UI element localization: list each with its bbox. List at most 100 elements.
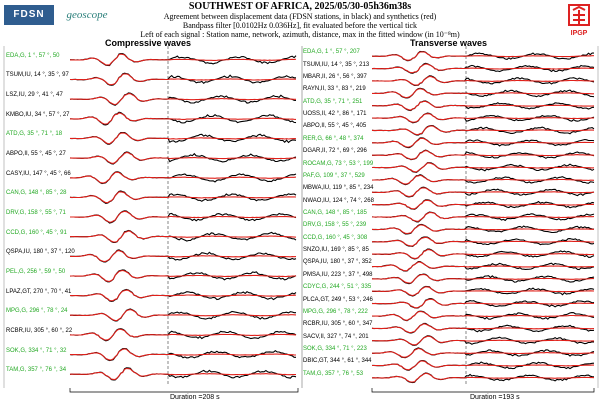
ipgp-emblem-icon xyxy=(568,4,590,26)
synthetic-trace xyxy=(70,132,297,145)
station-label: TAM,G, 357 °, 76 °, 53 xyxy=(303,370,364,377)
station-label: MBWA,IU, 119 °, 85 °, 234 xyxy=(303,185,374,192)
data-trace xyxy=(372,137,595,149)
station-label: SACV,II, 327 °, 74 °, 201 xyxy=(303,333,369,340)
synthetic-trace xyxy=(70,309,297,322)
station-label: KMBO,IU, 34 °, 57 °, 27 xyxy=(6,111,70,118)
station-label: DRV,G, 158 °, 55 °, 71 xyxy=(6,210,66,216)
station-label: LSZ,IU, 29 °, 41 °, 47 xyxy=(6,92,63,99)
geoscope-logo: geoscope xyxy=(66,9,108,21)
synthetic-trace xyxy=(372,199,595,210)
synthetic-trace xyxy=(70,230,297,243)
station-label: ABPO,II, 55 °, 45 °, 405 xyxy=(303,123,367,130)
station-label: MPG,G, 296 °, 78 °, 24 xyxy=(6,308,68,315)
station-label: PAF,G, 109 °, 37 °, 529 xyxy=(303,172,365,179)
synthetic-trace xyxy=(69,171,297,184)
station-label: QSPA,IU, 180 °, 37 °, 352 xyxy=(303,259,372,266)
duration-bracket xyxy=(371,388,595,393)
synthetic-trace xyxy=(70,367,297,380)
station-label: DBIC,GT, 344 °, 61 °, 344 xyxy=(303,358,372,365)
synthetic-trace xyxy=(70,269,297,282)
station-label: CDYC,G, 244 °, 51 °, 335 xyxy=(303,284,372,291)
station-label: SOK,G, 334 °, 71 °, 223 xyxy=(303,346,367,353)
subtitle-line-3: Left of each signal : Station name, netw… xyxy=(140,30,460,39)
station-label: DGAR,II, 72 °, 69 °, 296 xyxy=(303,148,367,155)
synthetic-trace xyxy=(372,162,595,173)
station-label: ABPO,II, 55 °, 45 °, 27 xyxy=(6,151,66,158)
station-label: NWAO,IU, 124 °, 74 °, 268 xyxy=(303,197,374,204)
synthetic-trace xyxy=(372,113,595,123)
synthetic-trace xyxy=(372,211,595,222)
synthetic-trace xyxy=(372,347,594,358)
station-label: TSUM,IU, 14 °, 35 °, 213 xyxy=(303,61,370,68)
station-label: PLCA,GT, 249 °, 53 °, 246 xyxy=(303,296,373,303)
station-label: UOSS,II, 42 °, 86 °, 171 xyxy=(303,111,367,118)
station-label: CCD,G, 160 °, 45 °, 91 xyxy=(6,229,67,236)
synthetic-trace xyxy=(70,73,296,86)
synthetic-trace xyxy=(70,250,297,263)
station-label: CCD,G, 160 °, 45 °, 308 xyxy=(303,234,368,241)
synthetic-trace xyxy=(70,289,297,302)
station-label: ROCAM,G, 73 °, 53 °, 199 xyxy=(303,160,374,167)
data-trace xyxy=(69,131,297,145)
synthetic-trace xyxy=(372,224,594,235)
synthetic-trace xyxy=(372,261,594,272)
figure-title: SOUTHWEST OF AFRICA, 2025/05/30-05h36m38… xyxy=(188,1,412,12)
synthetic-trace xyxy=(69,112,297,125)
synthetic-trace xyxy=(372,286,595,297)
synthetic-trace xyxy=(69,328,297,341)
synthetic-trace xyxy=(70,93,296,106)
data-trace xyxy=(69,52,297,67)
station-label: MBAR,II, 26 °, 56 °, 397 xyxy=(303,73,367,80)
synthetic-trace xyxy=(371,323,595,334)
station-label: PEL,G, 256 °, 59 °, 50 xyxy=(6,268,66,275)
station-label: RCBR,IU, 305 °, 60 °, 347 xyxy=(303,321,373,328)
synthetic-trace xyxy=(372,360,594,371)
synthetic-trace xyxy=(70,151,297,164)
synthetic-trace xyxy=(372,249,595,259)
synthetic-trace xyxy=(372,100,595,111)
synthetic-trace xyxy=(372,51,594,61)
transverse-duration-label: Duration =193 s xyxy=(470,394,520,401)
station-label: PMSA,IU, 223 °, 37 °, 498 xyxy=(303,271,373,278)
synthetic-trace xyxy=(70,210,297,223)
synthetic-trace xyxy=(70,53,297,66)
synthetic-trace xyxy=(372,137,594,148)
synthetic-trace xyxy=(372,150,594,160)
compressive-panel-title: Compressive waves xyxy=(105,38,192,48)
data-trace xyxy=(69,111,297,126)
station-label: SOK,G, 334 °, 71 °, 32 xyxy=(6,347,67,354)
synthetic-trace xyxy=(372,273,594,284)
synthetic-trace xyxy=(372,372,595,383)
station-label: ATD,G, 35 °, 71 °, 18 xyxy=(6,131,63,138)
synthetic-trace xyxy=(372,187,595,198)
synthetic-trace xyxy=(372,88,594,99)
synthetic-trace xyxy=(372,310,594,321)
synthetic-trace xyxy=(372,63,595,74)
subtitle-line-1: Agreement between displacement data (FDS… xyxy=(163,12,437,21)
fdsn-logo: FDSN xyxy=(4,5,54,25)
station-label: EDA,G, 1 °, 57 °, 50 xyxy=(6,52,60,59)
station-label: TAM,G, 357 °, 76 °, 34 xyxy=(6,367,67,374)
station-label: RER,G, 66 °, 48 °, 374 xyxy=(303,135,364,142)
ipgp-label: IPGP xyxy=(570,30,588,37)
duration-bracket xyxy=(69,388,299,393)
synthetic-trace xyxy=(371,236,594,247)
synthetic-trace xyxy=(372,174,595,185)
station-label: QSPA,IU, 180 °, 37 °, 120 xyxy=(6,249,75,256)
synthetic-trace xyxy=(372,335,594,346)
subtitle-line-2: Bandpass filter [0.0102Hz 0.036Hz], fit … xyxy=(182,21,418,30)
station-label: CASY,IU, 147 °, 45 °, 66 xyxy=(6,170,71,177)
ipgp-logo: IPGP xyxy=(565,2,593,42)
station-label: DRV,G, 158 °, 55 °, 239 xyxy=(303,222,367,229)
synthetic-trace xyxy=(70,191,297,204)
compressive-duration-label: Duration =208 s xyxy=(170,394,220,401)
station-label: RAYN,II, 33 °, 83 °, 219 xyxy=(303,86,366,93)
station-label: TSUM,IU, 14 °, 35 °, 97 xyxy=(6,72,69,79)
station-label: MPG,G, 296 °, 78 °, 222 xyxy=(303,308,368,315)
synthetic-trace xyxy=(372,298,595,309)
station-label: CAN,G, 148 °, 85 °, 28 xyxy=(6,190,67,197)
synthetic-trace xyxy=(372,75,595,86)
